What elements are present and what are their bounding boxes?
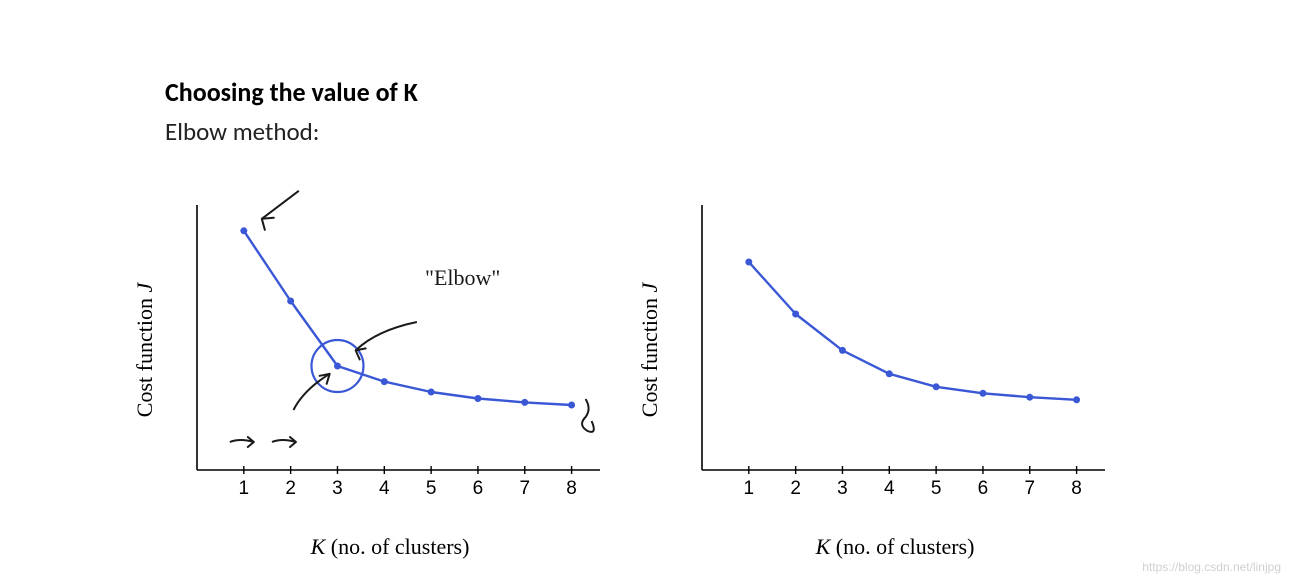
x-tick-label: 3 <box>332 478 343 500</box>
watermark-text: https://blog.csdn.net/linjpg <box>1142 560 1281 574</box>
x-axis-label: K (no. of clusters) <box>816 534 975 560</box>
x-axis-label-text: (no. of clusters) <box>830 534 974 559</box>
y-axis-label-j: J <box>637 283 662 293</box>
x-tick-label: 1 <box>239 478 250 500</box>
chart-svg-left <box>175 200 605 500</box>
x-tick-label: 4 <box>884 478 895 500</box>
y-axis-label: Cost function J <box>132 283 158 417</box>
page-subtitle: Elbow method: <box>165 116 319 147</box>
x-axis-label-k: K <box>816 534 831 559</box>
x-tick-label: 5 <box>931 478 942 500</box>
y-axis-label-text: Cost function <box>132 293 157 418</box>
x-tick-label: 8 <box>566 478 577 500</box>
x-tick-label: 6 <box>978 478 989 500</box>
chart-svg-right <box>680 200 1110 500</box>
y-axis-label-text: Cost function <box>637 293 662 418</box>
x-tick-label: 2 <box>790 478 801 500</box>
x-tick-label: 6 <box>473 478 484 500</box>
x-tick-label: 1 <box>744 478 755 500</box>
x-tick-label: 8 <box>1071 478 1082 500</box>
page-title: Choosing the value of K <box>165 76 418 108</box>
x-axis-label-k: K <box>311 534 326 559</box>
x-tick-label: 7 <box>519 478 530 500</box>
x-tick-label: 3 <box>837 478 848 500</box>
elbow-chart-left: Cost function J K (no. of clusters) "Elb… <box>175 200 605 500</box>
x-tick-label: 2 <box>285 478 296 500</box>
y-axis-label-j: J <box>132 283 157 293</box>
elbow-chart-right: Cost function J K (no. of clusters) 1234… <box>680 200 1110 500</box>
x-tick-label: 4 <box>379 478 390 500</box>
x-tick-label: 7 <box>1024 478 1035 500</box>
x-axis-label-text: (no. of clusters) <box>325 534 469 559</box>
y-axis-label: Cost function J <box>637 283 663 417</box>
x-axis-label: K (no. of clusters) <box>311 534 470 560</box>
elbow-annotation-text: "Elbow" <box>425 265 500 291</box>
x-tick-label: 5 <box>426 478 437 500</box>
